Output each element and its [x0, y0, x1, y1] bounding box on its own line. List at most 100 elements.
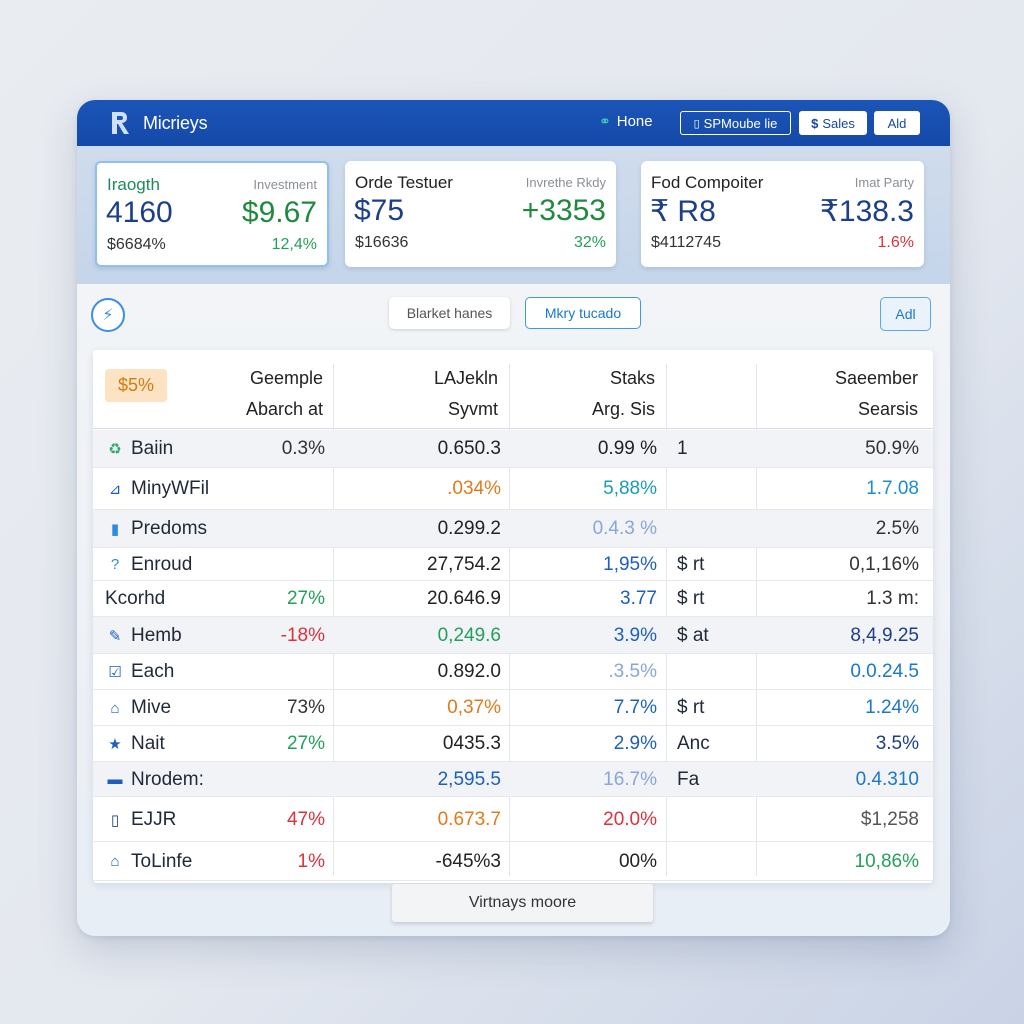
table-row[interactable]: ☑ Each 0.892.0 .3.5% 0.0.24.5 — [93, 654, 933, 690]
table-row[interactable]: ▯ EJJR 47% 0.673.7 20.0% $1,258 — [93, 797, 933, 842]
market-button[interactable]: Blarket hanes — [389, 297, 510, 329]
row-name: EJJR — [131, 808, 177, 830]
row-status: $ rt — [677, 553, 705, 575]
column-header[interactable]: Staks — [609, 368, 655, 388]
table-row[interactable]: ? Enroud 27,754.2 1,95% $ rt 0,1,16% — [93, 548, 933, 581]
doc-icon: ▮ — [110, 521, 120, 538]
status-badge: $5% — [105, 369, 167, 402]
kpi-secondary-value: $9.67 — [241, 196, 317, 229]
row-percent: 0.99 % — [597, 438, 657, 459]
row-status: $ rt — [677, 588, 705, 609]
row-name-cell: ★ Nait — [105, 726, 165, 762]
row-divider — [93, 689, 933, 690]
home-icon: ⚭ — [599, 113, 611, 129]
row-change — [185, 468, 325, 510]
table-row[interactable]: ♻ Baiin 0.3% 0.650.3 0.99 % 1 50.9% — [93, 430, 933, 468]
row-percent: .3.5% — [608, 661, 657, 682]
row-change: 73% — [286, 697, 325, 718]
table-row[interactable]: ▬ Nrodem: 2,595.5 16.7% Fa 0.4.310 — [93, 762, 933, 797]
row-name-cell: ⊿ MinyWFil — [105, 468, 209, 510]
kpi-card-3[interactable]: Fod Compoiter Imat Party ₹ R8 ₹138.3 $41… — [641, 161, 924, 267]
app-window: Micrieys ⚭ Hone ▯ SPMoube lie $ Sales Al… — [77, 100, 950, 936]
column-header[interactable]: LAJekln — [433, 368, 498, 388]
home-icon: ⌂ — [110, 853, 120, 870]
column-header-sub: Searsis — [857, 399, 918, 419]
row-divider — [93, 547, 933, 548]
row-change: 47% — [286, 808, 325, 830]
row-name-cell: ▮ Predoms — [105, 510, 207, 548]
row-value: 0.299.2 — [437, 518, 501, 539]
add-button[interactable]: Adl — [880, 297, 931, 331]
row-divider — [93, 796, 933, 797]
row-name-cell: ♻ Baiin — [105, 430, 173, 468]
table-row[interactable]: ✎ Hemb -18% 0,249.6 3.9% $ at 8,4,9.25 — [93, 617, 933, 654]
row-name: MinyWFil — [131, 478, 210, 499]
data-table: $5% Geemple Abarch at LAJekln Syvmt Stak… — [93, 350, 933, 883]
row-divider — [93, 653, 933, 654]
table-row[interactable]: ★ Nait 27% 0435.3 2.9% Anc 3.5% — [93, 726, 933, 762]
view-more-button[interactable]: Virtnays moore — [392, 884, 653, 922]
row-percent: 2.9% — [613, 733, 657, 754]
kpi-sub-value: $16636 — [355, 234, 409, 251]
row-status: $ at — [677, 624, 709, 646]
row-percent: 20.0% — [603, 808, 657, 830]
row-last: 1.24% — [865, 697, 919, 718]
kpi-change: 1.6% — [877, 234, 914, 251]
row-name: Enroud — [131, 553, 193, 575]
kpi-change: 12,4% — [271, 236, 317, 253]
row-divider — [93, 841, 933, 842]
row-divider — [93, 580, 933, 581]
phone-icon: ▯ — [110, 811, 120, 829]
row-name: Nrodem: — [131, 768, 204, 790]
row-last: 8,4,9.25 — [850, 624, 919, 646]
row-percent: 3.9% — [613, 624, 657, 646]
row-last: 3.5% — [875, 733, 919, 754]
row-change: 1% — [297, 850, 325, 872]
column-header[interactable]: Saeember — [834, 368, 918, 388]
row-percent: 00% — [618, 850, 657, 872]
row-divider — [93, 467, 933, 468]
kpi-card-1[interactable]: Iraogth Investment 4160 $9.67 $6684% 12,… — [95, 161, 329, 267]
table-row[interactable]: Kcorhd 27% 20.646.9 3.77 $ rt 1.3 m: — [93, 581, 933, 617]
row-value: 0,249.6 — [437, 624, 501, 646]
mode-button[interactable]: Mkry tucado — [525, 297, 641, 329]
table-row[interactable]: ▮ Predoms 0.299.2 0.4.3 % 2.5% — [93, 510, 933, 548]
table-row[interactable]: ⌂ Mive 73% 0,37% 7.7% $ rt 1.24% — [93, 690, 933, 726]
nav-home-link[interactable]: ⚭ Hone — [599, 113, 653, 130]
row-name-cell: ⌂ ToLinfe — [105, 842, 192, 881]
row-status: Anc — [677, 733, 710, 754]
row-name: Mive — [131, 697, 172, 718]
kpi-card-2[interactable]: Orde Testuer Invrethe Rkdy $75 +3353 $16… — [345, 161, 616, 267]
home-icon: ⌂ — [110, 699, 120, 717]
table-row[interactable]: ⌂ ToLinfe 1% -645%3 00% 10,86% — [93, 842, 933, 881]
row-percent: 16.7% — [603, 768, 657, 790]
check-icon: ☑ — [108, 664, 122, 681]
lightning-icon[interactable]: ⚡ — [91, 298, 125, 332]
row-value: 0435.3 — [442, 733, 501, 754]
row-change — [185, 510, 325, 548]
row-divider — [93, 616, 933, 617]
kpi-title: Orde Testuer — [355, 173, 453, 192]
kpi-title: Iraogth — [107, 175, 160, 194]
row-percent: 1,95% — [603, 553, 657, 575]
row-change: 0.3% — [281, 438, 325, 459]
kpi-sub-value: $4112745 — [651, 234, 721, 251]
row-percent: 7.7% — [613, 697, 657, 718]
kpi-main-value: 4160 — [106, 196, 173, 229]
row-value: .034% — [447, 478, 501, 499]
nav-add-button[interactable]: Ald — [874, 111, 920, 135]
row-name: Baiin — [131, 438, 174, 459]
kpi-secondary-value: ₹138.3 — [819, 195, 914, 228]
help-icon: ? — [110, 556, 120, 573]
row-change: 27% — [286, 588, 325, 609]
row-change — [185, 548, 325, 581]
row-status: Fa — [677, 768, 700, 790]
table-row[interactable]: ⊿ MinyWFil .034% 5,88% 1.7.08 — [93, 468, 933, 510]
row-divider — [93, 880, 933, 881]
column-header[interactable]: Geemple — [249, 368, 323, 388]
nav-mobile-button[interactable]: ▯ SPMoube lie — [680, 111, 791, 135]
row-percent: 0.4.3 % — [592, 518, 657, 539]
nav-sales-button[interactable]: $ Sales — [799, 111, 867, 135]
wrench-icon: ✎ — [108, 627, 122, 645]
row-value: -645%3 — [435, 850, 502, 872]
